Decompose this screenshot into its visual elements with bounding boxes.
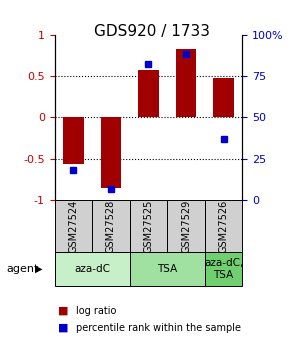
Text: GSM27526: GSM27526 <box>218 199 229 253</box>
Text: agent: agent <box>6 264 38 274</box>
FancyBboxPatch shape <box>130 200 167 252</box>
Text: ■: ■ <box>58 306 68 315</box>
Text: GSM27524: GSM27524 <box>68 199 78 253</box>
Bar <box>101 117 121 188</box>
Text: GSM27525: GSM27525 <box>143 199 154 253</box>
Text: ▶: ▶ <box>35 264 42 274</box>
Text: aza-dC,
TSA: aza-dC, TSA <box>204 258 243 280</box>
Bar <box>176 49 196 117</box>
Text: GDS920 / 1733: GDS920 / 1733 <box>94 24 209 39</box>
Text: GSM27529: GSM27529 <box>181 199 191 253</box>
Text: ■: ■ <box>58 323 68 333</box>
Bar <box>138 70 159 117</box>
Text: log ratio: log ratio <box>76 306 116 315</box>
FancyBboxPatch shape <box>92 200 130 252</box>
Text: aza-dC: aza-dC <box>74 264 110 274</box>
Bar <box>63 117 84 165</box>
FancyBboxPatch shape <box>167 200 205 252</box>
FancyBboxPatch shape <box>130 252 205 286</box>
FancyBboxPatch shape <box>55 252 130 286</box>
Text: GSM27528: GSM27528 <box>106 199 116 253</box>
FancyBboxPatch shape <box>55 200 92 252</box>
FancyBboxPatch shape <box>205 252 242 286</box>
Text: TSA: TSA <box>157 264 177 274</box>
Bar <box>213 78 234 117</box>
Text: percentile rank within the sample: percentile rank within the sample <box>76 323 241 333</box>
FancyBboxPatch shape <box>205 200 242 252</box>
